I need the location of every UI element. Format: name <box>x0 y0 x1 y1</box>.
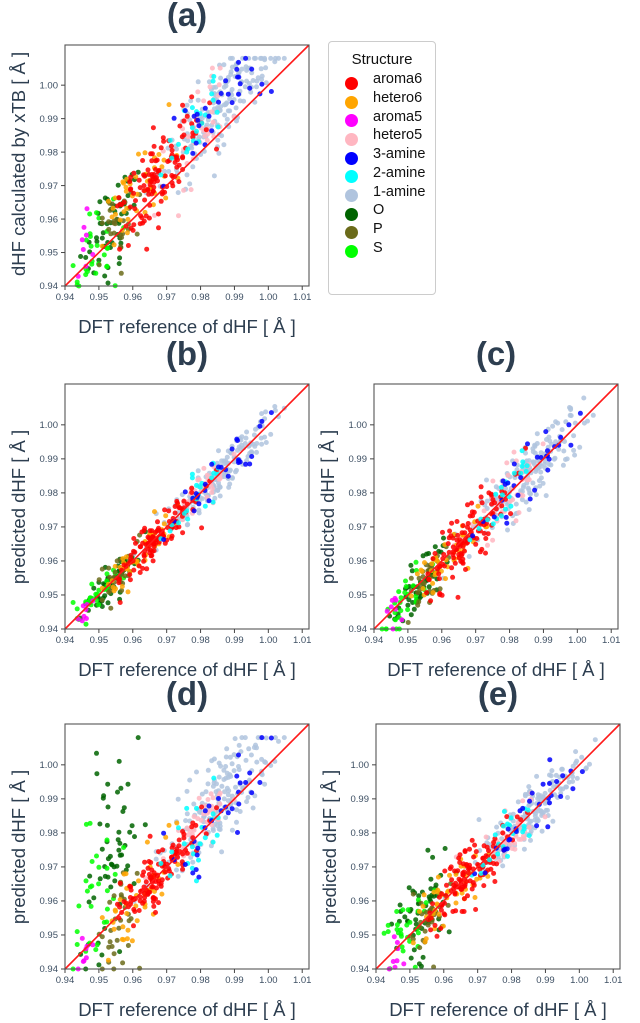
svg-text:0.96: 0.96 <box>40 556 59 567</box>
svg-text:0.95: 0.95 <box>90 635 109 646</box>
svg-text:0.97: 0.97 <box>40 862 59 873</box>
svg-text:0.99: 0.99 <box>225 975 244 986</box>
svg-text:0.98: 0.98 <box>40 147 59 158</box>
svg-text:0.97: 0.97 <box>40 522 59 533</box>
svg-text:1.01: 1.01 <box>604 975 623 986</box>
svg-text:1.00: 1.00 <box>40 760 59 771</box>
svg-text:0.95: 0.95 <box>90 975 109 986</box>
svg-text:0.97: 0.97 <box>40 181 59 192</box>
svg-text:0.98: 0.98 <box>502 975 521 986</box>
svg-text:1.01: 1.01 <box>293 975 312 986</box>
svg-text:1.00: 1.00 <box>349 420 368 431</box>
svg-text:0.96: 0.96 <box>349 556 368 567</box>
svg-text:0.94: 0.94 <box>349 624 368 635</box>
svg-text:0.94: 0.94 <box>56 975 75 986</box>
svg-text:0.94: 0.94 <box>367 975 386 986</box>
svg-text:1.00: 1.00 <box>351 760 370 771</box>
svg-text:0.97: 0.97 <box>157 975 176 986</box>
svg-text:0.97: 0.97 <box>466 635 485 646</box>
svg-text:0.99: 0.99 <box>351 794 370 805</box>
svg-text:0.99: 0.99 <box>225 635 244 646</box>
svg-text:0.98: 0.98 <box>349 488 368 499</box>
svg-text:1.00: 1.00 <box>568 635 587 646</box>
svg-text:0.95: 0.95 <box>349 590 368 601</box>
svg-text:0.95: 0.95 <box>40 930 59 941</box>
svg-text:0.95: 0.95 <box>40 590 59 601</box>
svg-text:0.98: 0.98 <box>500 635 519 646</box>
svg-text:1.00: 1.00 <box>40 80 59 91</box>
svg-text:1.00: 1.00 <box>570 975 589 986</box>
svg-text:0.94: 0.94 <box>56 635 75 646</box>
svg-text:0.95: 0.95 <box>399 635 418 646</box>
svg-text:0.97: 0.97 <box>157 292 176 303</box>
svg-text:0.97: 0.97 <box>468 975 487 986</box>
svg-text:0.94: 0.94 <box>40 624 59 635</box>
svg-text:0.98: 0.98 <box>351 828 370 839</box>
svg-text:0.97: 0.97 <box>157 635 176 646</box>
svg-text:0.99: 0.99 <box>40 454 59 465</box>
svg-text:0.99: 0.99 <box>40 794 59 805</box>
svg-text:0.99: 0.99 <box>534 635 553 646</box>
svg-text:0.96: 0.96 <box>433 635 452 646</box>
svg-text:1.01: 1.01 <box>602 635 621 646</box>
svg-text:0.96: 0.96 <box>435 975 454 986</box>
svg-text:0.96: 0.96 <box>124 635 143 646</box>
svg-text:1.00: 1.00 <box>40 420 59 431</box>
svg-text:0.94: 0.94 <box>365 635 384 646</box>
svg-text:0.98: 0.98 <box>40 488 59 499</box>
svg-text:0.94: 0.94 <box>40 964 59 975</box>
svg-text:1.00: 1.00 <box>259 975 278 986</box>
svg-text:0.95: 0.95 <box>90 292 109 303</box>
svg-text:1.01: 1.01 <box>293 635 312 646</box>
svg-text:1.00: 1.00 <box>259 292 278 303</box>
svg-text:0.96: 0.96 <box>40 214 59 225</box>
svg-text:0.96: 0.96 <box>124 975 143 986</box>
svg-text:0.98: 0.98 <box>191 635 210 646</box>
svg-text:0.99: 0.99 <box>536 975 555 986</box>
svg-text:0.97: 0.97 <box>351 862 370 873</box>
svg-text:1.00: 1.00 <box>259 635 278 646</box>
svg-text:0.99: 0.99 <box>349 454 368 465</box>
svg-text:0.98: 0.98 <box>191 975 210 986</box>
svg-text:1.01: 1.01 <box>293 292 312 303</box>
svg-text:0.99: 0.99 <box>40 114 59 125</box>
svg-text:0.98: 0.98 <box>191 292 210 303</box>
svg-text:0.94: 0.94 <box>351 964 370 975</box>
svg-text:0.94: 0.94 <box>40 281 59 292</box>
svg-text:0.98: 0.98 <box>40 828 59 839</box>
svg-text:0.95: 0.95 <box>40 248 59 259</box>
svg-text:0.99: 0.99 <box>225 292 244 303</box>
svg-text:0.96: 0.96 <box>40 896 59 907</box>
svg-text:0.96: 0.96 <box>124 292 143 303</box>
svg-text:0.96: 0.96 <box>351 896 370 907</box>
svg-text:0.95: 0.95 <box>401 975 420 986</box>
svg-text:0.94: 0.94 <box>56 292 75 303</box>
svg-text:0.95: 0.95 <box>351 930 370 941</box>
svg-text:0.97: 0.97 <box>349 522 368 533</box>
